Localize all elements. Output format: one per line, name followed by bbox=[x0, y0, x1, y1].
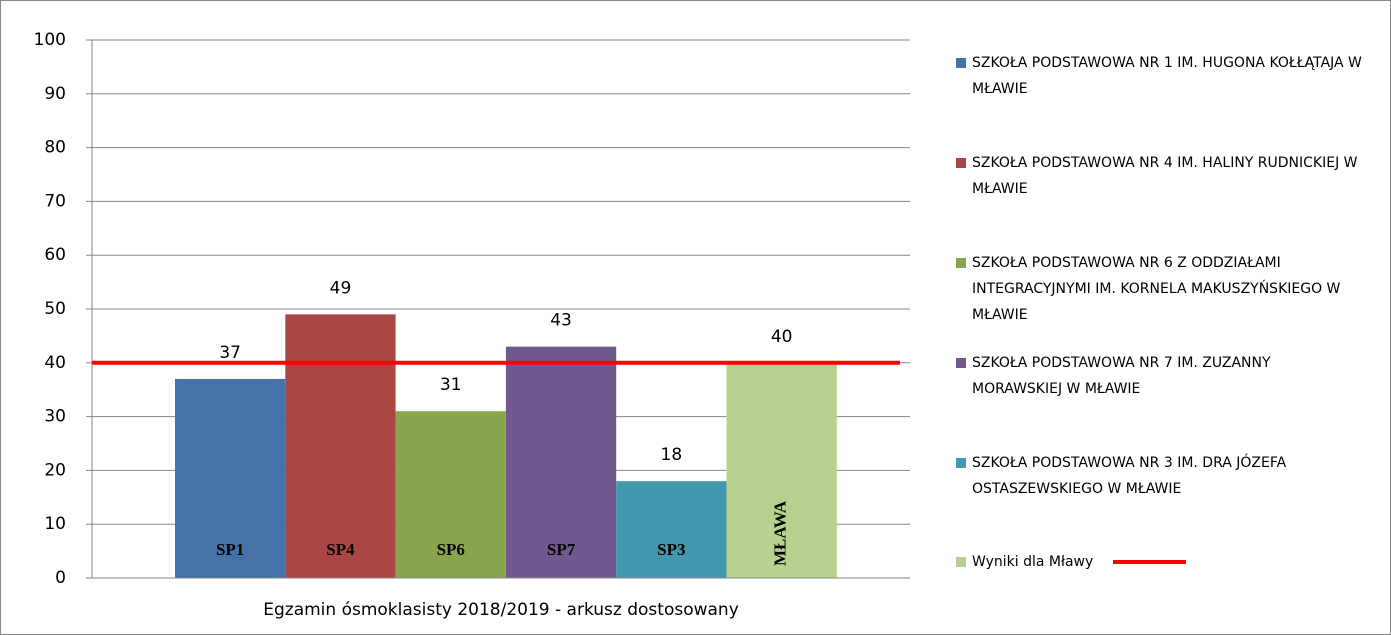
bar bbox=[726, 362, 837, 578]
value-label: 40 bbox=[771, 327, 793, 347]
y-tick-label: 0 bbox=[55, 568, 66, 588]
value-label: 31 bbox=[440, 375, 462, 395]
legend-swatch bbox=[956, 158, 966, 168]
legend-label: SZKOŁA PODSTAWOWA NR 6 Z ODDZIAŁAMI INTE… bbox=[972, 255, 1341, 323]
legend-label: SZKOŁA PODSTAWOWA NR 1 IM. HUGONA KOŁŁĄT… bbox=[972, 55, 1362, 97]
y-tick-label: 60 bbox=[44, 245, 66, 265]
bar bbox=[285, 314, 396, 578]
value-label: 49 bbox=[330, 278, 352, 298]
legend-swatch bbox=[956, 557, 966, 567]
y-tick-label: 40 bbox=[44, 353, 66, 373]
bar-label: SP6 bbox=[437, 540, 465, 559]
y-tick-label: 70 bbox=[44, 191, 66, 211]
y-tick-label: 100 bbox=[34, 30, 66, 50]
y-tick-label: 30 bbox=[44, 407, 66, 427]
legend-label: SZKOŁA PODSTAWOWA NR 3 IM. DRA JÓZEFA OS… bbox=[972, 455, 1287, 497]
value-label: 43 bbox=[550, 311, 572, 331]
y-tick-label: 90 bbox=[44, 84, 66, 104]
bar bbox=[505, 346, 617, 578]
value-label: 18 bbox=[661, 445, 683, 465]
bar bbox=[175, 378, 286, 578]
bar bbox=[395, 411, 506, 578]
legend-label: SZKOŁA PODSTAWOWA NR 7 IM. ZUZANNY MORAW… bbox=[972, 355, 1271, 397]
bar-label: SP4 bbox=[326, 540, 355, 559]
legend-label: Wyniki dla Mławy bbox=[972, 554, 1094, 570]
bar-label: SP3 bbox=[657, 540, 685, 559]
legend-swatch bbox=[956, 258, 966, 268]
bar-label: SP1 bbox=[216, 540, 244, 559]
y-tick-label: 20 bbox=[44, 460, 66, 480]
bar bbox=[616, 481, 727, 578]
y-tick-label: 80 bbox=[44, 138, 66, 158]
legend-swatch bbox=[956, 458, 966, 468]
x-axis-category: Egzamin ósmoklasisty 2018/2019 - arkusz … bbox=[263, 600, 739, 620]
legend-swatch bbox=[956, 58, 966, 68]
bar-label: MŁAWA bbox=[771, 500, 790, 566]
y-tick-label: 10 bbox=[44, 514, 66, 534]
legend-label: SZKOŁA PODSTAWOWA NR 4 IM. HALINY RUDNIC… bbox=[972, 155, 1358, 197]
value-label: 37 bbox=[219, 343, 241, 363]
bar-label: SP7 bbox=[547, 540, 576, 559]
y-tick-label: 50 bbox=[44, 299, 66, 319]
legend-swatch bbox=[956, 358, 966, 368]
